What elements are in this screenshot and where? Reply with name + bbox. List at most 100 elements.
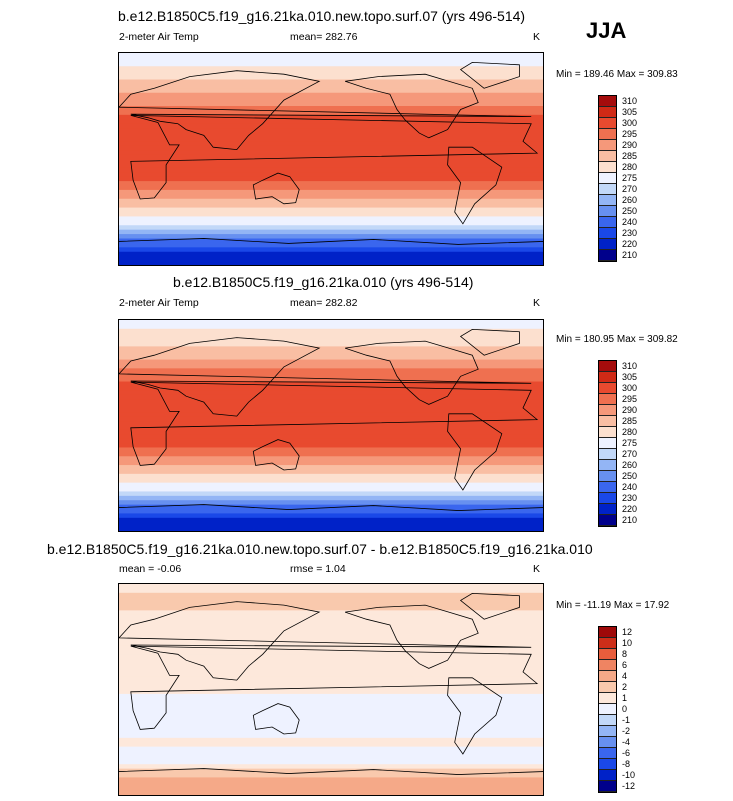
colorbar-tick-label: 290 bbox=[622, 139, 638, 150]
map-band bbox=[119, 737, 543, 743]
map-band bbox=[119, 786, 543, 792]
map-band bbox=[119, 526, 543, 531]
map-band bbox=[119, 359, 543, 365]
map-band bbox=[119, 238, 543, 244]
colorbar-swatch bbox=[599, 737, 616, 748]
colorbar-tick-label: 12 bbox=[622, 626, 633, 637]
map-band bbox=[119, 443, 543, 449]
map-band bbox=[119, 711, 543, 717]
map-band bbox=[119, 320, 543, 325]
colorbar-tick-label: 295 bbox=[622, 128, 638, 139]
map-band bbox=[119, 385, 543, 391]
colorbar-tick-label: 260 bbox=[622, 194, 638, 205]
colorbar-tick-label: 250 bbox=[622, 205, 638, 216]
colorbar-tick-label: -4 bbox=[622, 736, 631, 747]
colorbar-tick-label: 1 bbox=[622, 692, 628, 703]
map-band bbox=[119, 57, 543, 63]
map-band bbox=[119, 247, 543, 253]
colorbar-tick-label: -1 bbox=[622, 714, 631, 725]
colorbar-tick-label: 210 bbox=[622, 514, 638, 525]
panel-2-units: K bbox=[533, 297, 541, 309]
map-band bbox=[119, 212, 543, 218]
map-band bbox=[119, 381, 543, 387]
panel-3-minmax: Min = -11.19 Max = 17.92 bbox=[556, 600, 670, 611]
map-band bbox=[119, 407, 543, 413]
panel-3-map bbox=[118, 583, 544, 796]
map-band bbox=[119, 724, 543, 730]
colorbar-swatch bbox=[599, 627, 616, 638]
colorbar-tick-label: -12 bbox=[622, 780, 636, 791]
map-band bbox=[119, 403, 543, 409]
map-band bbox=[119, 649, 543, 655]
map-band bbox=[119, 781, 543, 787]
colorbar-swatch bbox=[599, 195, 616, 206]
colorbar-swatch bbox=[599, 460, 616, 471]
colorbar-tick-label: 275 bbox=[622, 172, 638, 183]
map-band bbox=[119, 412, 543, 418]
map-band bbox=[119, 790, 543, 795]
map-band bbox=[119, 663, 543, 669]
map-band bbox=[119, 425, 543, 431]
panel-1-minmax: Min = 189.46 Max = 309.83 bbox=[556, 69, 678, 80]
map-band bbox=[119, 194, 543, 200]
coastline bbox=[130, 115, 539, 200]
map-band bbox=[119, 584, 543, 589]
map-band bbox=[119, 451, 543, 457]
map-band bbox=[119, 729, 543, 735]
colorbar-swatch bbox=[599, 173, 616, 184]
colorbar-swatch bbox=[599, 107, 616, 118]
map-band bbox=[119, 119, 543, 125]
coastline bbox=[344, 604, 479, 669]
map-band bbox=[119, 234, 543, 240]
colorbar-swatch bbox=[599, 482, 616, 493]
colorbar-tick-label: 290 bbox=[622, 404, 638, 415]
map-band bbox=[119, 203, 543, 209]
map-band bbox=[119, 229, 543, 235]
map-band bbox=[119, 66, 543, 72]
map-band bbox=[119, 176, 543, 182]
map-band bbox=[119, 610, 543, 616]
panel-1-colorbar bbox=[598, 95, 617, 262]
panel-2-map bbox=[118, 319, 544, 532]
map-band bbox=[119, 333, 543, 339]
map-band bbox=[119, 341, 543, 347]
colorbar-swatch bbox=[599, 726, 616, 737]
map-band bbox=[119, 478, 543, 484]
coastline bbox=[344, 340, 479, 405]
coastline bbox=[119, 601, 532, 681]
map-band bbox=[119, 517, 543, 523]
map-band bbox=[119, 469, 543, 475]
coastline bbox=[252, 172, 300, 205]
map-band bbox=[119, 614, 543, 620]
map-band bbox=[119, 491, 543, 497]
map-band bbox=[119, 689, 543, 695]
colorbar-tick-label: 280 bbox=[622, 426, 638, 437]
colorbar-tick-label: 240 bbox=[622, 481, 638, 492]
coastline bbox=[119, 70, 532, 151]
colorbar-swatch bbox=[599, 704, 616, 715]
coastline bbox=[252, 439, 300, 471]
map-band bbox=[119, 61, 543, 67]
map-band bbox=[119, 324, 543, 330]
colorbar-tick-label: 280 bbox=[622, 161, 638, 172]
coastline bbox=[447, 677, 503, 755]
coastline bbox=[252, 703, 300, 735]
map-band bbox=[119, 623, 543, 629]
map-band bbox=[119, 242, 543, 248]
colorbar-swatch bbox=[599, 129, 616, 140]
map-band bbox=[119, 372, 543, 378]
season-label: JJA bbox=[586, 18, 627, 43]
map-band bbox=[119, 399, 543, 405]
map-band bbox=[119, 132, 543, 138]
colorbar-swatch bbox=[599, 118, 616, 129]
panel-2-minmax: Min = 180.95 Max = 309.82 bbox=[556, 334, 678, 345]
map-band bbox=[119, 198, 543, 204]
map-band bbox=[119, 447, 543, 453]
map-band bbox=[119, 619, 543, 625]
map-band bbox=[119, 328, 543, 334]
map-band bbox=[119, 185, 543, 191]
colorbar-swatch bbox=[599, 682, 616, 693]
colorbar-swatch bbox=[599, 239, 616, 250]
colorbar-swatch bbox=[599, 671, 616, 682]
map-band bbox=[119, 128, 543, 134]
